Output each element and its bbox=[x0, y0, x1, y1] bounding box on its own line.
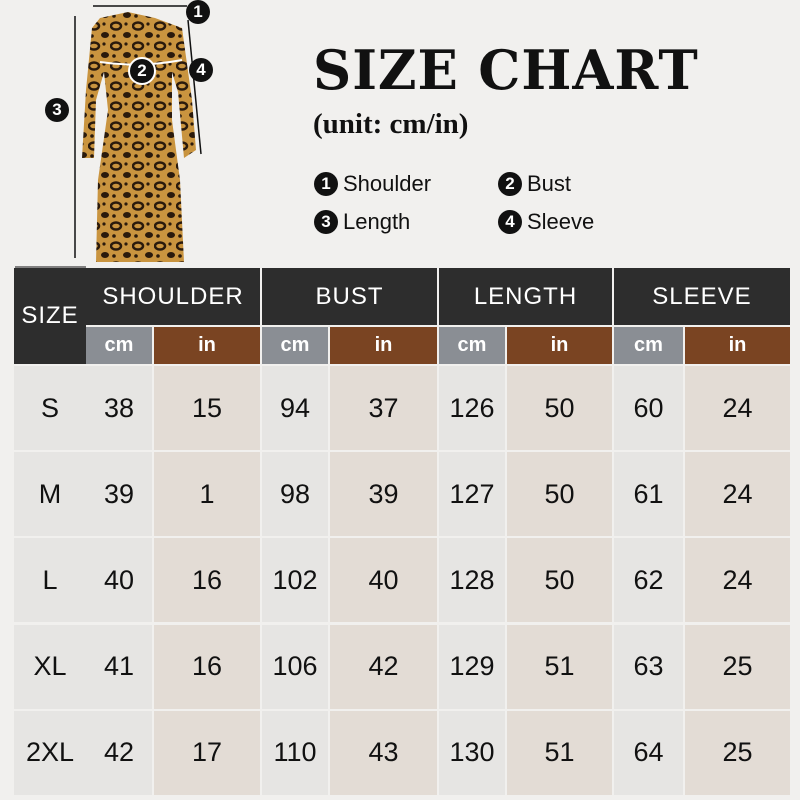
value-cell: 130 bbox=[439, 710, 505, 795]
legend-bust: 2 Bust bbox=[498, 171, 571, 197]
number-3-icon: 3 bbox=[314, 210, 338, 234]
value-cell: 128 bbox=[439, 538, 505, 623]
value-cell: 24 bbox=[685, 452, 790, 537]
group-header: SHOULDER bbox=[86, 268, 260, 325]
number-2-icon: 2 bbox=[498, 172, 522, 196]
cm-header: cm bbox=[614, 327, 683, 364]
sleeve-line bbox=[187, 19, 202, 155]
marker-4-icon: 4 bbox=[189, 58, 213, 82]
value-cell: 129 bbox=[439, 624, 505, 709]
value-cell: 51 bbox=[507, 710, 612, 795]
legend-label: Sleeve bbox=[527, 209, 595, 234]
value-cell: 127 bbox=[439, 452, 505, 537]
size-cell: XL bbox=[14, 624, 86, 709]
legend-length: 3 Length bbox=[314, 209, 410, 235]
value-cell: 43 bbox=[330, 710, 437, 795]
value-cell: 102 bbox=[262, 538, 328, 623]
marker-1-icon: 1 bbox=[186, 0, 210, 24]
in-header: in bbox=[507, 327, 612, 364]
legend-label: Bust bbox=[527, 171, 572, 196]
size-cell: S bbox=[14, 366, 86, 450]
number-1-icon: 1 bbox=[314, 172, 338, 196]
unit-label: (unit: cm/in) bbox=[313, 108, 469, 140]
value-cell: 16 bbox=[154, 624, 260, 709]
size-cell: M bbox=[14, 452, 86, 537]
value-cell: 42 bbox=[330, 624, 437, 709]
value-cell: 37 bbox=[330, 366, 437, 450]
group-header: LENGTH bbox=[439, 268, 612, 325]
value-cell: 24 bbox=[685, 538, 790, 623]
number-4-icon: 4 bbox=[498, 210, 522, 234]
value-cell: 64 bbox=[614, 710, 683, 795]
value-cell: 15 bbox=[154, 366, 260, 450]
size-cell: 2XL bbox=[14, 710, 86, 795]
value-cell: 94 bbox=[262, 366, 328, 450]
value-cell: 50 bbox=[507, 366, 612, 450]
value-cell: 25 bbox=[685, 624, 790, 709]
value-cell: 42 bbox=[86, 710, 152, 795]
cm-header: cm bbox=[439, 327, 505, 364]
marker-2-icon: 2 bbox=[128, 57, 156, 85]
marker-3-icon: 3 bbox=[45, 98, 69, 122]
value-cell: 17 bbox=[154, 710, 260, 795]
value-cell: 51 bbox=[507, 624, 612, 709]
in-header: in bbox=[685, 327, 790, 364]
cm-header: cm bbox=[262, 327, 328, 364]
value-cell: 39 bbox=[330, 452, 437, 537]
in-header: in bbox=[330, 327, 437, 364]
value-cell: 50 bbox=[507, 538, 612, 623]
value-cell: 40 bbox=[86, 538, 152, 623]
value-cell: 62 bbox=[614, 538, 683, 623]
dress-shape bbox=[82, 12, 196, 262]
legend-shoulder: 1 Shoulder bbox=[314, 171, 431, 197]
value-cell: 39 bbox=[86, 452, 152, 537]
value-cell: 24 bbox=[685, 366, 790, 450]
group-header: BUST bbox=[262, 268, 437, 325]
legend-sleeve: 4 Sleeve bbox=[498, 209, 594, 235]
legend-label: Shoulder bbox=[343, 171, 432, 196]
value-cell: 38 bbox=[86, 366, 152, 450]
value-cell: 60 bbox=[614, 366, 683, 450]
cm-header: cm bbox=[86, 327, 152, 364]
value-cell: 110 bbox=[262, 710, 328, 795]
value-cell: 1 bbox=[154, 452, 260, 537]
value-cell: 63 bbox=[614, 624, 683, 709]
group-header: SLEEVE bbox=[614, 268, 790, 325]
size-cell: L bbox=[14, 538, 86, 623]
value-cell: 40 bbox=[330, 538, 437, 623]
dress-diagram bbox=[15, 5, 202, 268]
value-cell: 25 bbox=[685, 710, 790, 795]
value-cell: 106 bbox=[262, 624, 328, 709]
value-cell: 98 bbox=[262, 452, 328, 537]
legend-label: Length bbox=[343, 209, 411, 234]
value-cell: 16 bbox=[154, 538, 260, 623]
value-cell: 61 bbox=[614, 452, 683, 537]
size-header: SIZE bbox=[14, 268, 86, 364]
page-title: SIZE CHART bbox=[313, 38, 699, 102]
value-cell: 126 bbox=[439, 366, 505, 450]
value-cell: 50 bbox=[507, 452, 612, 537]
in-header: in bbox=[154, 327, 260, 364]
value-cell: 41 bbox=[86, 624, 152, 709]
